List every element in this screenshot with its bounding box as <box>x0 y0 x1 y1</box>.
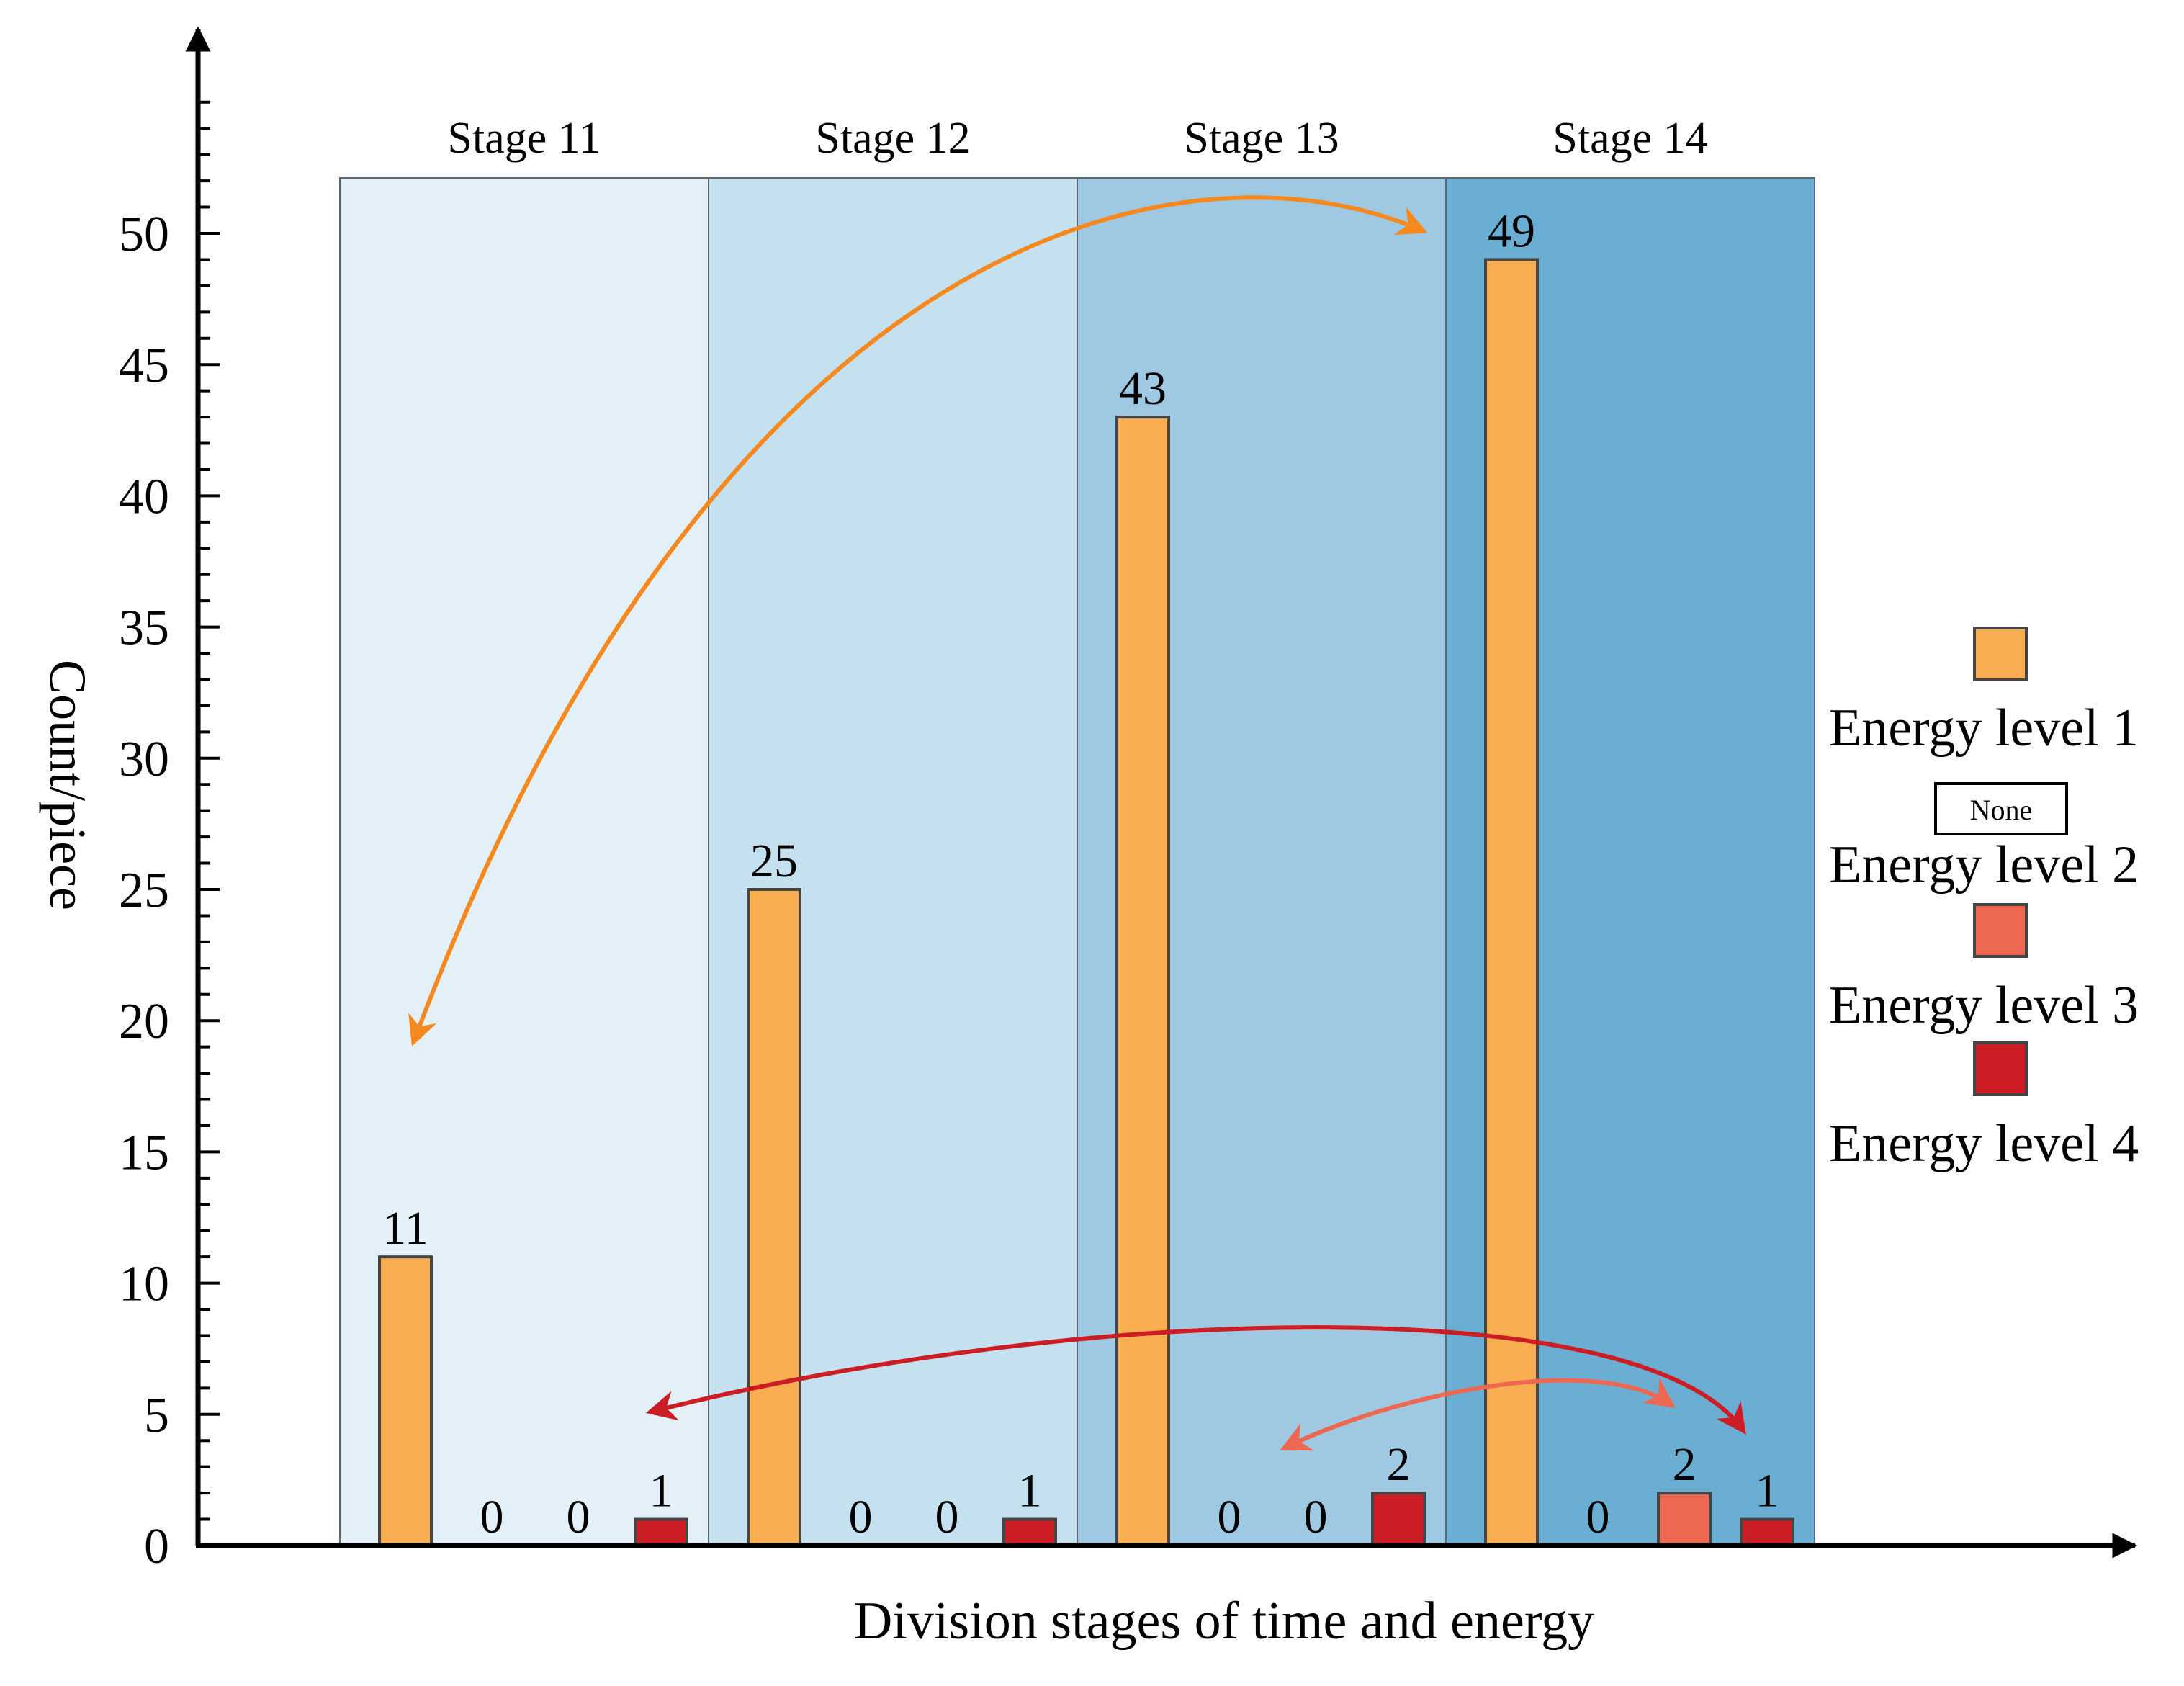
y-tick-label-20: 20 <box>119 994 169 1049</box>
bar-label-stage-14-energy-level-3: 2 <box>1673 1438 1697 1491</box>
stage-label-stage-11: Stage 11 <box>448 114 601 163</box>
bar-label-stage-11-energy-level-2: 0 <box>480 1491 504 1543</box>
y-tick-label-40: 40 <box>119 469 169 524</box>
bar-label-stage-14-energy-level-2: 0 <box>1586 1491 1610 1543</box>
bar-label-stage-13-energy-level-4: 2 <box>1387 1438 1411 1491</box>
y-axis-label: Count/piece <box>39 660 96 910</box>
bar-stage-11-energy-level-4 <box>634 1517 688 1548</box>
x-axis-label: Division stages of time and energy <box>854 1592 1594 1651</box>
bar-stage-14-energy-level-4 <box>1740 1517 1794 1548</box>
bar-label-stage-12-energy-level-2: 0 <box>849 1491 873 1543</box>
transition-arrows <box>408 195 1746 1451</box>
bar-label-stage-13-energy-level-2: 0 <box>1218 1491 1241 1543</box>
bar-stage-13-energy-level-1 <box>1115 416 1170 1548</box>
legend-none-label: None <box>1970 794 2033 826</box>
legend-label-energy-level-1: Energy level 1 <box>1829 699 2139 758</box>
level4-transition-arrow <box>645 1325 1746 1435</box>
level3-transition-arrow <box>1280 1378 1676 1451</box>
y-ticks <box>198 100 220 1547</box>
bar-label-stage-11-energy-level-1: 11 <box>382 1202 428 1255</box>
legend-swatch-energy-level-3 <box>1973 903 2028 958</box>
bar-stage-13-energy-level-4 <box>1371 1492 1426 1548</box>
y-tick-label-0: 0 <box>144 1519 169 1574</box>
legend: Energy level 1 None Energy level 2 Energ… <box>1829 627 2139 1173</box>
bar-label-stage-12-energy-level-4: 1 <box>1018 1465 1042 1517</box>
bar-stage-11-energy-level-1 <box>378 1255 433 1548</box>
bar-stage-12-energy-level-4 <box>1002 1517 1057 1548</box>
stage-labels: Stage 11 Stage 12 Stage 13 Stage 14 <box>448 114 1708 163</box>
y-tick-label-15: 15 <box>119 1125 169 1180</box>
bar-label-stage-13-energy-level-1: 43 <box>1119 362 1167 415</box>
legend-swatch-energy-level-1 <box>1973 627 2028 681</box>
bar-label-stage-12-energy-level-1: 25 <box>750 835 798 887</box>
stage-label-stage-13: Stage 13 <box>1184 114 1339 163</box>
level1-transition-arrow <box>408 195 1428 1046</box>
bar-label-stage-13-energy-level-3: 0 <box>1304 1491 1328 1543</box>
bar-label-stage-11-energy-level-3: 0 <box>567 1491 590 1543</box>
y-tick-label-25: 25 <box>119 863 169 918</box>
bar-stage-14-energy-level-1 <box>1484 258 1539 1548</box>
legend-label-energy-level-4: Energy level 4 <box>1829 1114 2139 1173</box>
stage-label-stage-14: Stage 14 <box>1552 114 1707 163</box>
legend-label-energy-level-2: Energy level 2 <box>1829 835 2139 894</box>
bar-label-stage-14-energy-level-1: 49 <box>1488 205 1535 257</box>
y-tick-label-45: 45 <box>119 338 169 393</box>
y-tick-label-5: 5 <box>144 1388 169 1443</box>
bar-label-stage-11-energy-level-4: 1 <box>650 1465 673 1517</box>
legend-swatch-energy-level-4 <box>1973 1041 2028 1096</box>
bar-label-stage-14-energy-level-4: 1 <box>1756 1465 1779 1517</box>
bar-label-stage-12-energy-level-3: 0 <box>935 1491 959 1543</box>
y-tick-labels: 0 5 10 15 20 25 30 35 40 45 50 <box>119 207 169 1574</box>
bar-stage-12-energy-level-1 <box>747 888 801 1547</box>
y-tick-label-35: 35 <box>119 601 169 656</box>
legend-swatch-energy-level-2 <box>1934 782 2068 835</box>
legend-label-energy-level-3: Energy level 3 <box>1829 976 2139 1035</box>
y-tick-label-50: 50 <box>119 207 169 262</box>
stage-label-stage-12: Stage 12 <box>815 114 970 163</box>
bar-stage-14-energy-level-3 <box>1657 1492 1712 1548</box>
y-tick-label-10: 10 <box>119 1257 169 1312</box>
y-tick-label-30: 30 <box>119 732 169 787</box>
